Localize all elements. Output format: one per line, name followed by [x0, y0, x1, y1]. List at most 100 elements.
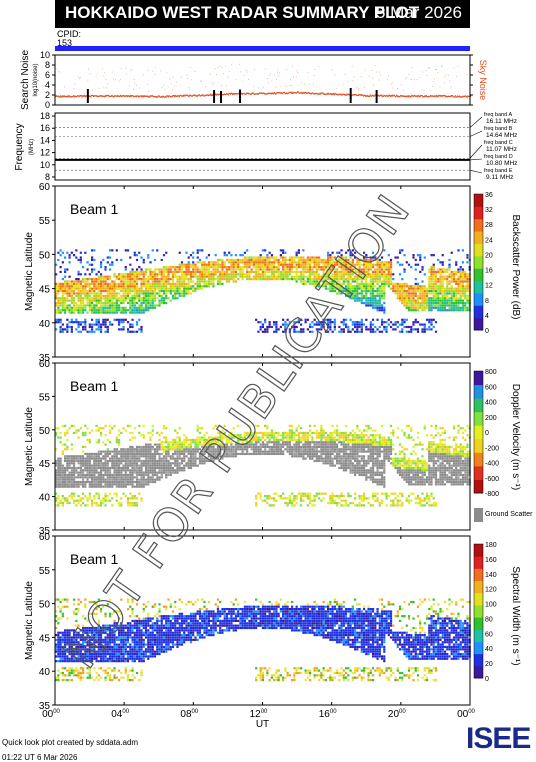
- scatter-cell: [122, 290, 124, 292]
- scatter-cell: [91, 307, 93, 309]
- scatter-cell: [403, 292, 405, 294]
- scatter-cell: [152, 455, 154, 457]
- scatter-cell: [122, 467, 124, 469]
- scatter-cell: [161, 280, 163, 282]
- scatter-cell: [460, 292, 462, 294]
- scatter-cell: [266, 271, 268, 273]
- scatter-cell: [417, 290, 419, 292]
- scatter-cell: [100, 261, 102, 263]
- scatter-cell: [77, 323, 79, 325]
- scatter-cell: [446, 290, 448, 292]
- scatter-cell: [197, 427, 199, 429]
- scatter-cell: [197, 283, 199, 285]
- scatter-cell: [428, 326, 430, 328]
- scatter-cell: [383, 268, 385, 270]
- scatter-cell: [167, 446, 169, 448]
- scatter-cell: [93, 285, 95, 287]
- scatter-cell: [77, 455, 79, 457]
- scatter-cell: [194, 264, 196, 266]
- scatter-cell: [138, 278, 140, 280]
- scatter-cell: [201, 276, 203, 278]
- scatter-cell: [197, 276, 199, 278]
- scatter-cell: [170, 266, 172, 268]
- scatter-cell: [134, 481, 136, 483]
- scatter-cell: [390, 264, 392, 266]
- scatter-cell: [89, 483, 91, 485]
- scatter-cell: [147, 472, 149, 474]
- scatter-cell: [86, 302, 88, 304]
- sky-noise-point: [228, 94, 229, 95]
- scatter-cell: [280, 256, 282, 258]
- scatter-cell: [98, 300, 100, 302]
- scatter-cell: [379, 288, 381, 290]
- scatter-cell: [77, 283, 79, 285]
- scatter-cell: [149, 302, 151, 304]
- scatter-cell: [59, 469, 61, 471]
- scatter-cell: [77, 278, 79, 280]
- scatter-cell: [428, 268, 430, 270]
- scatter-cell: [208, 278, 210, 280]
- scatter-cell: [194, 266, 196, 268]
- scatter-cell: [145, 474, 147, 476]
- scatter-cell: [372, 292, 374, 294]
- sky-noise-scatter: [164, 89, 165, 90]
- scatter-cell: [257, 261, 259, 263]
- scatter-cell: [185, 448, 187, 450]
- scatter-cell: [167, 474, 169, 476]
- scatter-cell: [100, 486, 102, 488]
- scatter-cell: [401, 300, 403, 302]
- scatter-cell: [59, 474, 61, 476]
- sky-noise-point: [199, 94, 200, 95]
- sky-noise-scatter: [314, 75, 315, 76]
- scatter-cell: [433, 278, 435, 280]
- scatter-cell: [116, 469, 118, 471]
- scatter-cell: [98, 441, 100, 443]
- scatter-cell: [179, 439, 181, 441]
- scatter-cell: [257, 276, 259, 278]
- scatter-cell: [107, 448, 109, 450]
- scatter-cell: [172, 290, 174, 292]
- scatter-cell: [221, 276, 223, 278]
- scatter-cell: [455, 297, 457, 299]
- scatter-cell: [111, 497, 113, 499]
- scatter-cell: [464, 302, 466, 304]
- scatter-cell: [466, 295, 468, 297]
- scatter-cell: [172, 273, 174, 275]
- scatter-cell: [298, 249, 300, 251]
- scatter-cell: [158, 476, 160, 478]
- scatter-cell: [158, 302, 160, 304]
- scatter-cell: [116, 455, 118, 457]
- scatter-cell: [140, 446, 142, 448]
- scatter-cell: [442, 300, 444, 302]
- scatter-cell: [412, 290, 414, 292]
- scatter-cell: [149, 295, 151, 297]
- scatter-cell: [212, 278, 214, 280]
- scatter-cell: [264, 256, 266, 258]
- scatter-cell: [143, 425, 145, 427]
- scatter-cell: [77, 502, 79, 504]
- scatter-cell: [262, 261, 264, 263]
- sky-noise-scatter: [240, 71, 241, 72]
- scatter-cell: [381, 304, 383, 306]
- scatter-cell: [118, 453, 120, 455]
- sky-noise-point: [454, 96, 455, 97]
- scatter-cell: [147, 476, 149, 478]
- scatter-cell: [120, 273, 122, 275]
- scatter-cell: [183, 285, 185, 287]
- scatter-cell: [131, 458, 133, 460]
- sky-noise-scatter: [314, 69, 315, 70]
- scatter-cell: [433, 273, 435, 275]
- sky-noise-scatter: [358, 90, 359, 91]
- scatter-cell: [246, 268, 248, 270]
- scatter-cell: [410, 288, 412, 290]
- scatter-cell: [131, 331, 133, 333]
- scatter-cell: [136, 451, 138, 453]
- scatter-cell: [149, 436, 151, 438]
- scatter-cell: [302, 283, 304, 285]
- scatter-cell: [127, 500, 129, 502]
- scatter-cell: [127, 497, 129, 499]
- scatter-cell: [158, 280, 160, 282]
- scatter-cell: [113, 290, 115, 292]
- scatter-cell: [143, 295, 145, 297]
- scatter-cell: [442, 290, 444, 292]
